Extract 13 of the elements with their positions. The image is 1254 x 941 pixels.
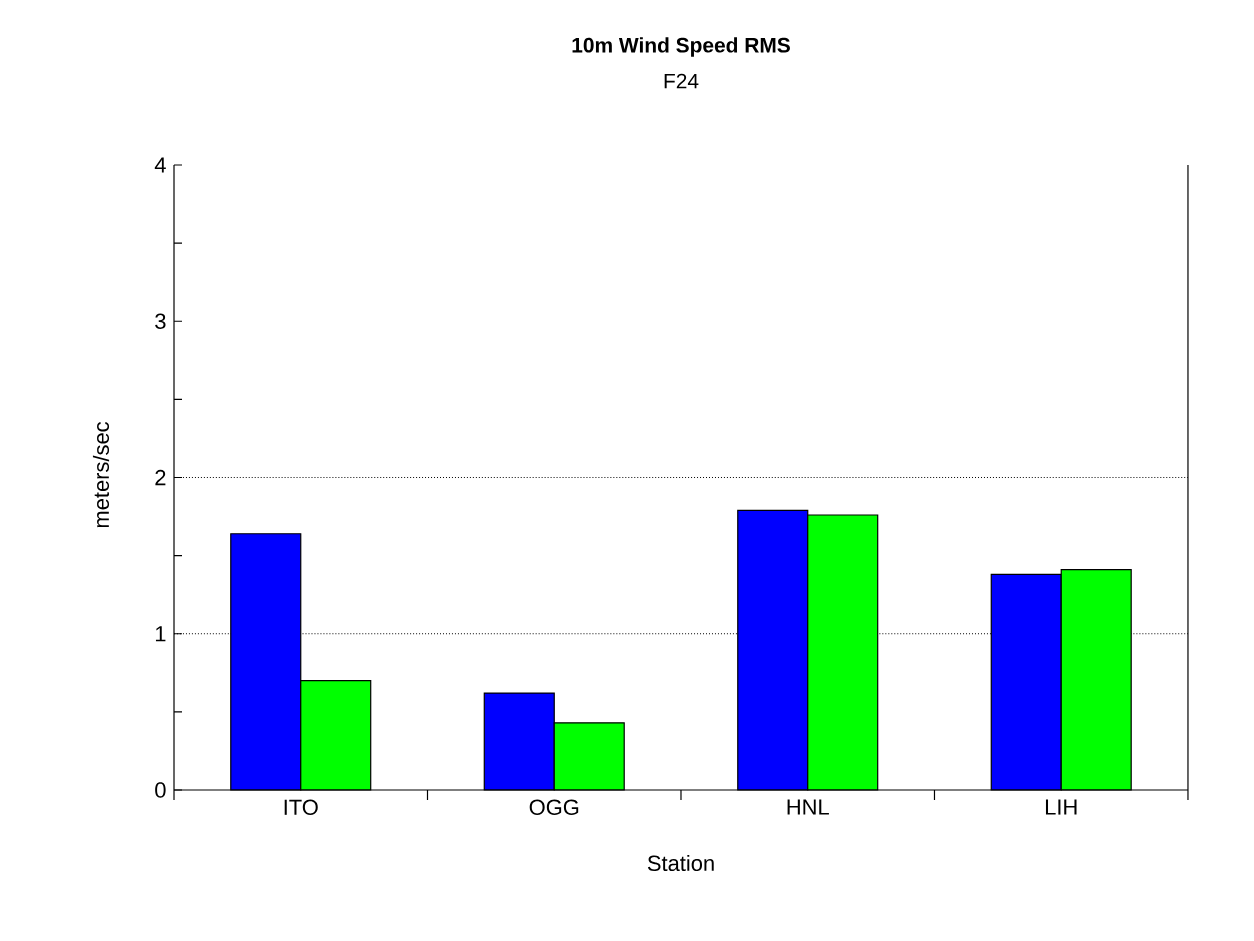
x-tick-label: HNL [787, 799, 829, 815]
x-tick-label: LIH [1045, 799, 1077, 815]
y-tick-label: 3 [155, 313, 166, 330]
chart-subtitle: F24 [664, 73, 699, 89]
x-tick-label: OGG [529, 799, 579, 816]
x-axis-title: Station [647, 854, 714, 872]
chart-title: 10m Wind Speed RMS [572, 37, 790, 57]
y-tick-label: 0 [155, 782, 166, 798]
y-tick-label: 1 [155, 626, 166, 642]
y-tick-label: 2 [155, 469, 166, 486]
y-tick-label: 4 [154, 157, 166, 173]
y-axis-title: meters/sec [92, 421, 110, 528]
x-tick-label: ITO [284, 799, 318, 816]
